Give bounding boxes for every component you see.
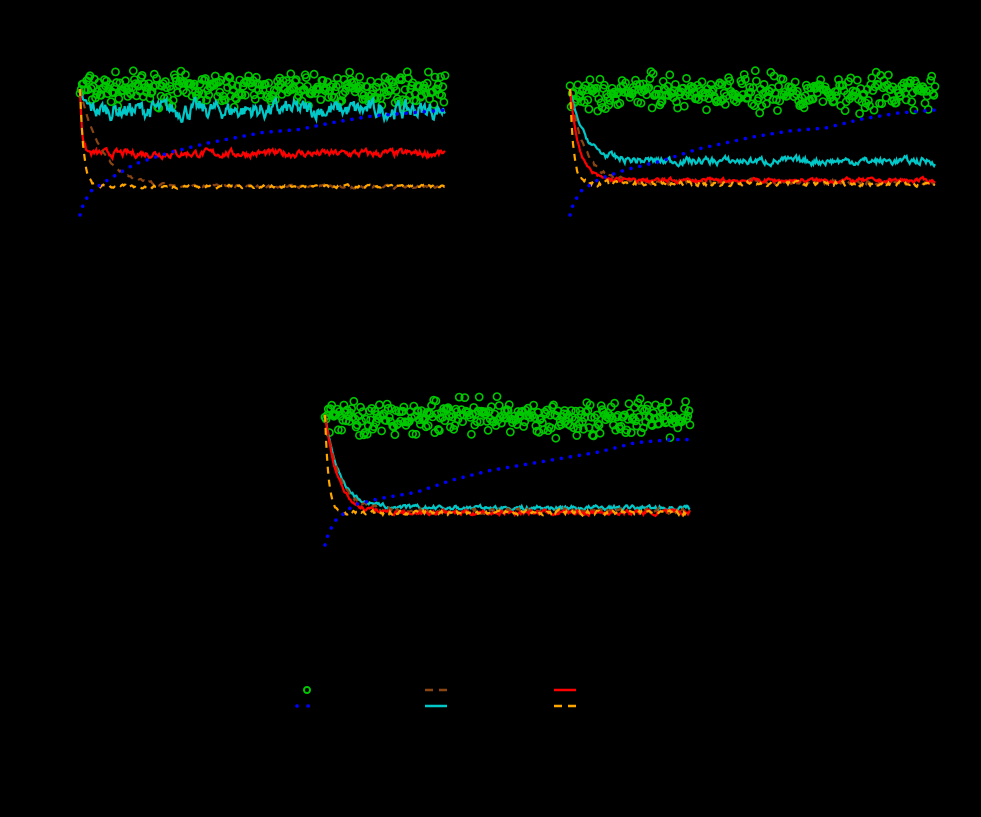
series-brown_dashed	[78, 88, 446, 190]
series-cyan_solid	[78, 88, 446, 124]
chart-panel-top-left	[75, 66, 450, 217]
series-blue_dotted	[568, 108, 937, 217]
chart-panel-top-right	[565, 66, 940, 217]
series-orange_dashed	[323, 414, 691, 518]
series-orange_dashed	[568, 88, 936, 189]
series-orange_dashed	[78, 88, 446, 190]
series-brown_dashed	[568, 88, 936, 187]
series-cyan_solid	[568, 88, 936, 169]
series-blue_dotted	[323, 437, 692, 547]
series-green_circles	[565, 66, 940, 118]
legend-item-green_circles	[303, 686, 311, 694]
series-red_solid	[568, 88, 936, 186]
series-blue_dotted	[78, 108, 447, 217]
series-green_circles	[75, 66, 450, 113]
series-green_circles	[320, 392, 695, 443]
series-red_solid	[78, 88, 446, 162]
legend	[295, 686, 576, 708]
chart-panel-bottom-center	[320, 392, 695, 547]
